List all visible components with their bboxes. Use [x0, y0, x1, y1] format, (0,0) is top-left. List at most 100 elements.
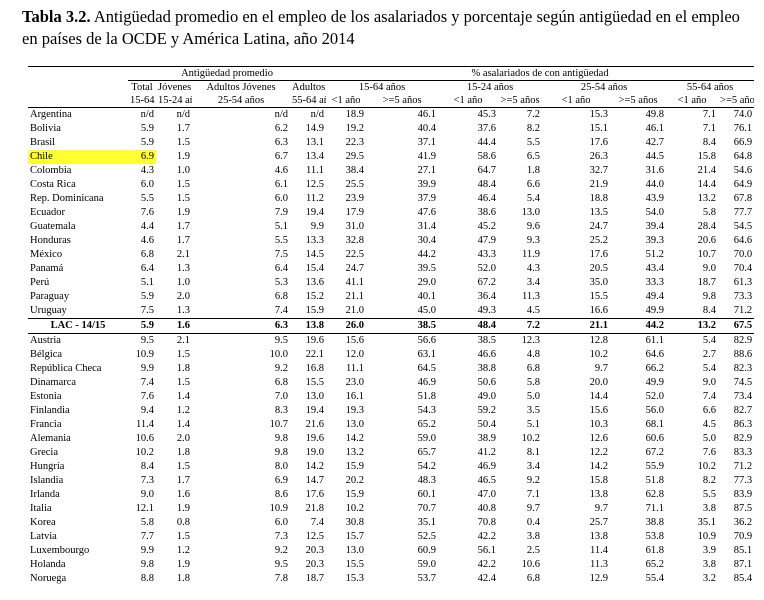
value-cell: 63.1 [417, 349, 437, 360]
value-cell: 6.9 [274, 475, 288, 486]
value-cell: 7.2 [526, 109, 541, 120]
table-row: Bolivia 5.9 1.7 6.2 14.9 19.2 40.4 37.6 8.2 15.1 4… [28, 122, 754, 136]
value-cell: 2.1 [176, 335, 190, 346]
value-cell: 67.2 [645, 447, 665, 458]
value-cell: 10.9 [269, 503, 288, 514]
value-cell: 41.2 [477, 447, 497, 458]
value-cell: 1.5 [176, 531, 190, 542]
value-cell: 5.8 [140, 517, 154, 528]
header-cell [28, 66, 128, 81]
value-cell: 6.0 [140, 179, 154, 190]
value-cell: 10.2 [521, 433, 541, 444]
value-cell: 67.5 [718, 318, 755, 334]
value-cell: 3.8 [702, 503, 717, 514]
value-cell: 38.8 [645, 517, 665, 528]
value-cell: 40.4 [417, 123, 437, 134]
value-cell: 10.0 [269, 349, 288, 360]
value-cell: 83.9 [733, 489, 753, 500]
column-subheader: <1 año [326, 94, 367, 108]
value-cell: 49.0 [477, 391, 497, 402]
column-subheader: 55-64 años [290, 94, 327, 108]
value-cell: 5.4 [702, 363, 717, 374]
column-subheader: <1 año [542, 94, 611, 108]
value-cell: 1.5 [176, 193, 190, 204]
value-cell: 9.2 [274, 363, 288, 374]
value-cell: 18.7 [305, 573, 325, 584]
value-cell: 8.4 [702, 305, 717, 316]
data-table: Antigüedad promedio% asalariados de con … [28, 66, 755, 586]
value-cell: 8.4 [140, 461, 154, 472]
value-cell: n/d [176, 109, 190, 120]
country-cell: Alemania [30, 433, 71, 444]
value-cell: 6.7 [274, 151, 288, 162]
table-row: LAC - 14/15 5.9 1.6 6.3 13.8 26.0 38.5 48.4 7.2 2… [28, 318, 755, 334]
value-cell: 1.0 [176, 277, 190, 288]
table-row: República Checa 9.9 1.8 9.2 16.8 11.1 64.5 38.8… [28, 362, 754, 376]
value-cell: 10.2 [589, 349, 609, 360]
value-cell: 54.5 [733, 221, 753, 232]
header-row: Total Jóvenes Adultos Jóvenes Adultos 15-64 … [28, 81, 754, 95]
value-cell: 7.8 [274, 573, 288, 584]
value-cell: 13.3 [305, 235, 325, 246]
value-cell: 7.6 [702, 447, 717, 458]
value-cell: 6.4 [140, 263, 154, 274]
value-cell: 12.6 [589, 433, 609, 444]
value-cell: 8.2 [702, 475, 717, 486]
table-row: México 6.8 2.1 7.5 14.5 22.5 44.2 43.3 11.9 17.6 5… [28, 248, 754, 262]
value-cell: 1.6 [176, 489, 190, 500]
value-cell: 38.9 [477, 433, 497, 444]
value-cell: 6.8 [140, 249, 154, 260]
value-cell: 21.6 [305, 419, 325, 430]
value-cell: 15.5 [589, 291, 609, 302]
value-cell: 52.0 [645, 391, 665, 402]
value-cell: 9.2 [526, 475, 541, 486]
value-cell: 1.7 [176, 475, 190, 486]
table-row: Italia 12.1 1.9 10.9 21.8 10.2 70.7 40.8 9.7 9.7 7… [28, 502, 754, 516]
table-title: Tabla 3.2. Antigüedad promedio en el emp… [22, 6, 742, 50]
country-cell: Rep. Dominicana [30, 193, 104, 204]
value-cell: 70.4 [733, 263, 753, 274]
value-cell: 47.9 [477, 235, 497, 246]
value-cell: 48.3 [417, 475, 437, 486]
value-cell: 9.9 [140, 545, 154, 556]
value-cell: 82.9 [733, 433, 753, 444]
value-cell: 62.8 [645, 489, 665, 500]
value-cell: 39.9 [417, 179, 437, 190]
value-cell: 56.6 [417, 335, 437, 346]
value-cell: 12.5 [305, 531, 325, 542]
value-cell: 0.4 [526, 517, 541, 528]
country-cell: Italia [30, 503, 52, 514]
value-cell: 20.2 [345, 475, 365, 486]
value-cell: 6.3 [274, 137, 288, 148]
value-cell: 46.1 [417, 109, 437, 120]
value-cell: 20.6 [697, 235, 717, 246]
value-cell: 46.5 [477, 475, 497, 486]
value-cell: 5.0 [702, 433, 717, 444]
value-cell: 12.8 [589, 335, 609, 346]
table-row: Paraguay 5.9 2.0 6.8 15.2 21.1 40.1 36.4 11.3 15.… [28, 290, 754, 304]
value-cell: 61.8 [645, 545, 665, 556]
value-cell: 1.2 [176, 405, 190, 416]
table-row: Honduras 4.6 1.7 5.5 13.3 32.8 30.4 47.9 9.3 25.2… [28, 234, 754, 248]
value-cell: 9.9 [310, 221, 325, 232]
value-cell: 11.9 [522, 249, 541, 260]
table-row: Chile 6.9 1.9 6.7 13.4 29.5 41.9 58.6 6.5 26.3 44.… [28, 150, 754, 164]
value-cell: 12.5 [305, 179, 325, 190]
value-cell: 44.4 [477, 137, 497, 148]
value-cell: 19.2 [345, 123, 365, 134]
value-cell: 44.0 [645, 179, 665, 190]
value-cell: 42.2 [477, 559, 497, 570]
table-row: Panamá 6.4 1.3 6.4 15.4 24.7 39.5 52.0 4.3 20.5 43… [28, 262, 754, 276]
value-cell: 20.5 [589, 263, 609, 274]
value-cell: 5.5 [274, 235, 288, 246]
table-row: Argentina n/d n/d n/d n/d 18.9 46.1 45.3 7.2 15.3… [28, 108, 754, 123]
value-cell: 59.0 [417, 433, 437, 444]
value-cell: 8.3 [274, 405, 288, 416]
value-cell: 49.9 [645, 305, 665, 316]
value-cell: 6.8 [526, 363, 541, 374]
value-cell: 6.1 [274, 179, 288, 190]
value-cell: 13.0 [521, 207, 541, 218]
title-label: Tabla 3.2. [22, 7, 91, 26]
value-cell: 9.7 [594, 363, 609, 374]
value-cell: 16.6 [589, 305, 609, 316]
